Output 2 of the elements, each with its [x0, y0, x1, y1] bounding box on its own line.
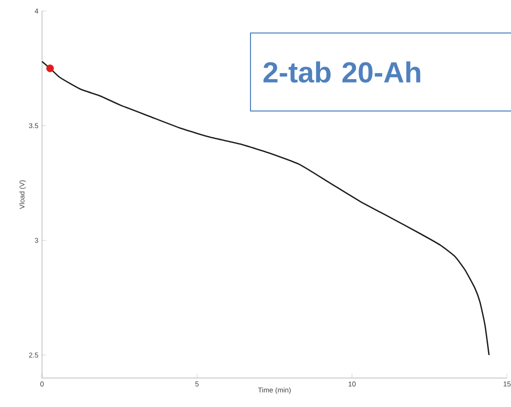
line-series: [41, 60, 490, 356]
annotation: 2-tab 20-Ah: [264, 61, 420, 83]
